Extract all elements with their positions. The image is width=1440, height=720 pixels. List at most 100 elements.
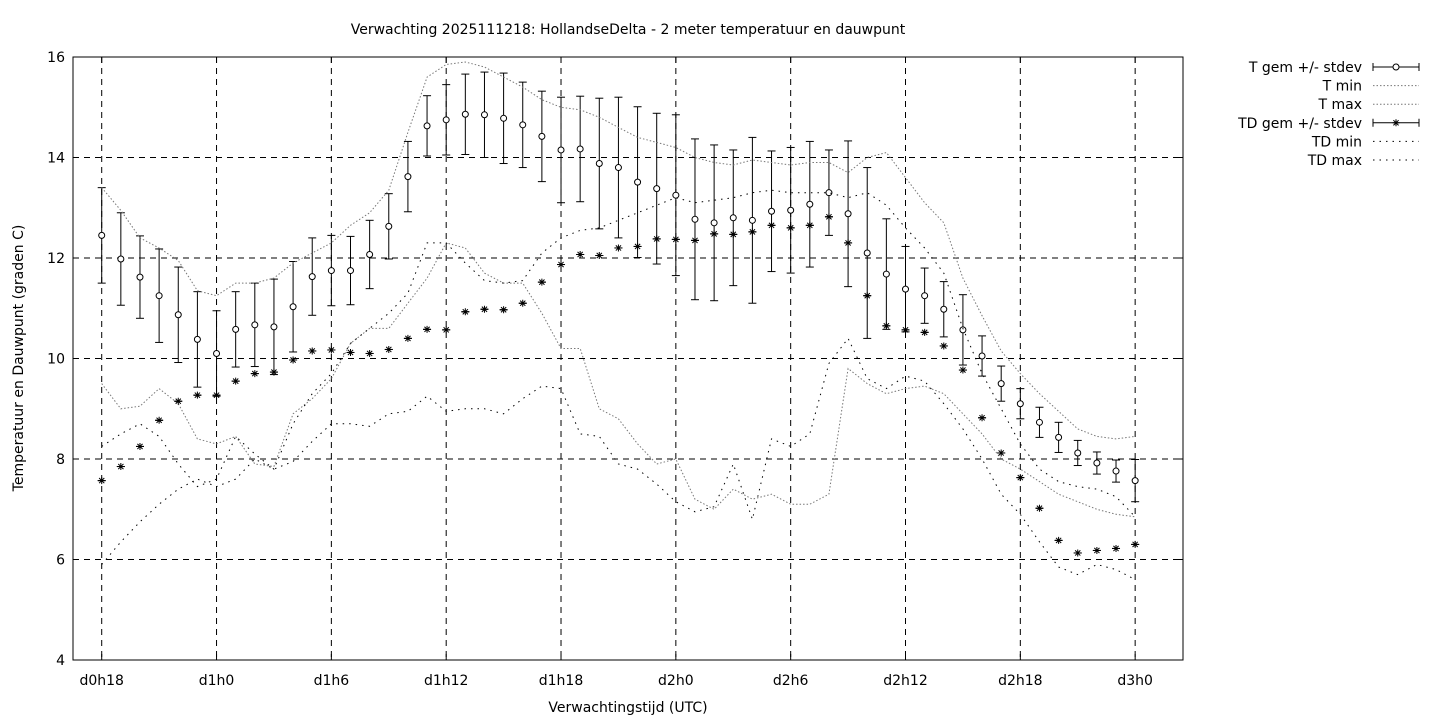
y-axis: 4 6 8 10 12 14 16 [47,50,1183,669]
data-point [576,250,584,258]
data-point [98,231,106,239]
legend: T gem +/- stdev T min T max TD gem +/- stde… [1237,60,1420,169]
data-point [863,292,871,300]
x-tick-label: d1h12 [424,673,468,689]
data-point [270,323,278,331]
data-point [461,308,469,316]
data-point [1131,540,1139,548]
data-point [442,326,450,334]
data-point [538,132,546,140]
data-point [480,305,488,313]
x-tick-label: d3h0 [1117,673,1153,689]
data-point [213,391,221,399]
series-3 [97,213,1140,557]
series-5 [101,189,1136,518]
data-point [1016,400,1024,408]
data-point [614,244,622,252]
data-point [653,235,661,243]
legend-label: TD min [1311,134,1362,150]
data-point [327,267,335,275]
data-point [557,146,565,154]
data-point [787,206,795,214]
data-point [768,207,776,215]
data-point [729,230,737,238]
x-tick-label: d2h18 [998,673,1042,689]
data-point [557,261,565,269]
series-line [101,337,1136,581]
plot-area [97,61,1140,581]
data-point [1093,546,1101,554]
data-point [98,477,106,485]
data-point [423,122,431,130]
data-point [117,255,125,263]
data-point [1016,474,1024,482]
data-point [1074,549,1082,557]
data-point [155,292,163,300]
data-point [748,216,756,224]
series-0 [97,71,1140,503]
data-point [940,342,948,350]
series-line [101,61,1136,440]
data-point [366,250,374,258]
data-point [806,221,814,229]
x-axis-label: Verwachtingstijd (UTC) [548,700,707,716]
legend-marker [1392,63,1400,71]
series-line [101,189,1136,518]
y-tick-label: 6 [56,553,65,569]
legend-label: T min [1322,79,1362,95]
data-point [500,114,508,122]
data-point [1112,544,1120,552]
y-tick-label: 16 [47,50,65,66]
legend-label: T gem +/- stdev [1248,60,1362,76]
data-point [423,325,431,333]
data-point [768,221,776,229]
data-point [1074,449,1082,457]
data-point [289,356,297,364]
x-tick-label: d0h18 [79,673,123,689]
data-point [155,416,163,424]
data-point [614,164,622,172]
data-point [519,299,527,307]
data-point [232,325,240,333]
data-point [1055,536,1063,544]
data-point [270,368,278,376]
data-point [308,273,316,281]
y-axis-label: Temperatuur en Dauwpunt (graden C) [11,225,27,493]
data-point [787,224,795,232]
data-point [921,328,929,336]
y-tick-label: 14 [47,151,65,167]
data-point [595,160,603,168]
legend-label: T max [1317,97,1362,113]
x-tick-label: d2h12 [883,673,927,689]
data-point [174,311,182,319]
chart-title: Verwachting 2025111218: HollandseDelta -… [351,22,906,38]
data-point [251,370,259,378]
data-point [691,215,699,223]
data-point [117,463,125,471]
data-point [595,251,603,259]
data-point [1112,467,1120,475]
data-point [902,285,909,293]
series-line [101,242,1136,518]
data-point [576,145,584,153]
data-point [806,200,814,208]
series-1 [101,242,1136,518]
data-point [327,346,335,354]
data-point [748,228,756,236]
x-tick-label: d1h0 [199,673,235,689]
y-tick-label: 8 [56,452,65,468]
data-point [308,347,316,355]
data-point [825,189,833,197]
data-point [404,334,412,342]
data-point [1131,477,1139,485]
x-tick-label: d2h6 [773,673,809,689]
data-point [1035,418,1043,426]
legend-item: T gem +/- stdev [1248,60,1420,76]
data-point [940,305,948,313]
data-point [959,366,967,374]
data-point [442,116,450,124]
data-point [882,270,890,278]
y-tick-label: 4 [56,653,65,669]
legend-item: T max [1317,97,1419,113]
data-point [500,306,508,314]
